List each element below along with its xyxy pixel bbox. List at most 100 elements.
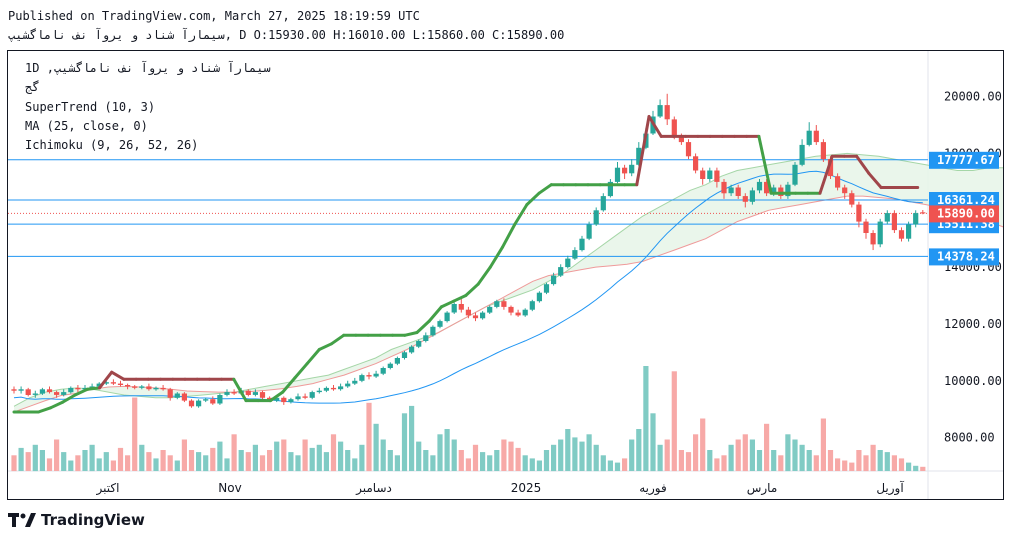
candle-body [522,309,528,316]
candle-body [920,212,926,214]
candle [330,385,337,391]
candle-body [764,181,770,194]
candle [401,350,408,360]
candle-body [735,187,741,196]
candle-body [188,400,195,407]
candle [352,377,358,386]
supertrend-segment [269,390,285,403]
candle-body [125,385,131,387]
candle [146,383,152,391]
candle [607,179,613,198]
tradingview-logo[interactable]: TradingView [8,511,145,529]
last-price-tag [929,205,999,223]
candle-body [593,210,599,225]
volume-bar [387,450,393,471]
candle-body [167,389,173,398]
published-line: Published on TradingView.com, March 27, … [8,9,420,23]
volume-bar [46,458,53,471]
price-chart[interactable]: 20000.0018000.0014000.0012000.0010000.00… [8,51,1003,499]
candle-body [224,392,230,395]
volume-bar [565,429,571,471]
legend-ichimoku[interactable]: Ichimoku (9, 26, 52, 26) [25,138,199,152]
volume-bar [68,460,74,471]
candle [749,187,755,205]
candle-body [714,170,720,182]
candle-body [906,224,912,239]
header-ohlc: , D O:15930.00 H:16010.00 L:15860.00 C:1… [224,28,565,42]
legend-ma[interactable]: MA (25, close, 0) [25,119,148,133]
volume-bar [181,439,187,471]
volume-bar [309,447,315,471]
candle [338,383,344,391]
candle-body [622,167,628,174]
volume-bar [629,439,635,471]
volume-bar [103,452,109,471]
volume-bar [409,405,415,471]
candle [551,272,557,286]
candle [302,393,308,400]
candle-body [245,390,251,395]
legend-supertrend[interactable]: SuperTrend (10, 3) [25,100,156,114]
candle [458,298,464,313]
candle [657,99,663,118]
volume-bar [380,439,386,471]
last-price-label: 15890.00 [937,206,995,220]
volume-bar [82,450,88,471]
candle-body [728,187,734,194]
volume-bar [586,434,592,472]
candle-body [117,383,124,385]
supertrend-segment [855,154,871,175]
candle [160,385,166,391]
candle-body [380,368,386,374]
chart-frame[interactable]: 20000.0018000.0014000.0012000.0010000.00… [7,50,1004,500]
candle [792,161,798,187]
candle [487,305,493,314]
candle-body [288,399,294,402]
supertrend-segment [452,294,468,303]
candle-body [146,386,152,390]
candle-body [451,304,457,313]
volume-bar [39,450,45,471]
candle-body [416,341,422,347]
candle-body [799,144,805,165]
level-price-tag [929,248,999,266]
candle-body [82,387,88,390]
level-price-label: 17777.67 [937,153,995,167]
candle-body [678,136,684,143]
candle [600,193,606,212]
volume-bar [742,434,748,472]
candle [295,393,301,401]
volume-bar [820,418,826,471]
volume-bar [125,455,131,472]
candle [579,235,585,252]
candle [430,325,436,337]
volume-bar [153,458,159,471]
candle-body [877,221,883,245]
candle [11,386,17,394]
candle-body [515,312,521,316]
volume-bar [25,452,31,471]
candle-body [281,397,287,403]
candle-body [387,363,393,368]
candle-body [558,267,564,276]
candle [181,392,187,403]
volume-bar [891,455,897,472]
supertrend-segment [317,342,333,351]
x-tick-label: فوریه [639,481,667,496]
volume-bar [224,458,230,471]
candle-body [330,387,337,390]
candle-body [338,386,344,390]
x-tick-label: Nov [218,481,241,495]
level-price-tag [929,192,999,209]
supertrend-segment [427,305,443,323]
volume-bar [721,455,727,472]
candle-body [636,147,642,165]
candle-body [863,221,869,233]
volume-bar [416,441,422,471]
volume-bar [600,455,606,472]
volume-bar [437,434,443,472]
candle-body [487,306,493,313]
supertrend-segment [49,400,65,410]
volume-bar [203,455,209,472]
supertrend-segment [330,333,346,346]
